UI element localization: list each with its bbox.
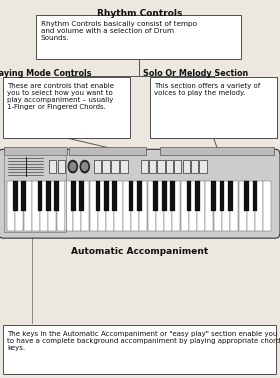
Bar (137, 181, 142, 211)
Bar (141, 160, 148, 173)
Bar (206, 181, 213, 231)
Bar (115, 181, 123, 231)
Bar (239, 181, 247, 231)
Bar (15, 181, 23, 231)
Bar (211, 181, 216, 211)
Circle shape (70, 163, 76, 170)
Bar (148, 181, 156, 231)
Bar (120, 160, 128, 173)
Bar (164, 181, 172, 231)
Bar (102, 160, 110, 173)
Bar (4, 147, 67, 155)
Bar (129, 181, 134, 211)
Bar (255, 181, 263, 231)
Bar (65, 181, 73, 231)
Bar (189, 181, 197, 231)
Bar (166, 160, 173, 173)
Bar (54, 181, 59, 211)
Bar (98, 181, 106, 231)
Bar (186, 181, 191, 211)
Bar (149, 160, 156, 173)
Bar (73, 181, 81, 231)
Circle shape (82, 163, 88, 170)
Bar (112, 181, 117, 211)
Bar (157, 160, 165, 173)
Bar (7, 181, 15, 231)
Bar (38, 181, 43, 211)
Bar (228, 181, 233, 211)
Bar (172, 181, 180, 231)
Bar (58, 160, 65, 173)
FancyBboxPatch shape (36, 15, 241, 59)
Bar (111, 160, 119, 173)
Bar (49, 160, 56, 173)
Bar (156, 181, 164, 231)
Bar (81, 181, 90, 231)
Text: The keys in the Automatic Accompaniment or "easy play" section enable you
to hav: The keys in the Automatic Accompaniment … (7, 331, 280, 351)
FancyBboxPatch shape (150, 77, 277, 138)
FancyBboxPatch shape (0, 149, 280, 238)
Bar (195, 181, 200, 211)
Bar (160, 147, 274, 155)
Bar (247, 181, 255, 231)
FancyBboxPatch shape (3, 77, 130, 138)
Bar (181, 181, 189, 231)
Text: Automatic Accompaniment: Automatic Accompaniment (71, 247, 209, 256)
Bar (95, 181, 100, 211)
Bar (153, 181, 158, 211)
Circle shape (80, 161, 89, 173)
Bar (104, 181, 109, 211)
Bar (263, 181, 271, 231)
Text: This section offers a variety of
voices to play the melody.: This section offers a variety of voices … (154, 83, 260, 96)
Bar (46, 181, 51, 211)
Bar (170, 181, 175, 211)
Bar (191, 160, 198, 173)
Bar (4, 155, 66, 232)
Bar (40, 181, 48, 231)
Bar (139, 181, 147, 231)
Bar (123, 181, 131, 231)
Bar (197, 181, 205, 231)
Bar (79, 181, 84, 211)
Bar (220, 181, 224, 211)
Bar (199, 160, 207, 173)
Bar (174, 160, 181, 173)
FancyBboxPatch shape (3, 325, 276, 374)
Bar (94, 160, 101, 173)
Bar (32, 181, 40, 231)
Bar (244, 181, 249, 211)
Bar (69, 147, 146, 155)
Bar (57, 181, 65, 231)
Text: These are controls that enable
you to select how you want to
play accompaniment : These are controls that enable you to se… (7, 83, 114, 110)
Bar (222, 181, 230, 231)
Text: Rhythm Controls basically consist of tempo
and volume with a selection of Drum
S: Rhythm Controls basically consist of tem… (41, 21, 197, 41)
Bar (90, 181, 98, 231)
Bar (24, 181, 32, 231)
Bar (106, 181, 114, 231)
Bar (131, 181, 139, 231)
Bar (13, 181, 18, 211)
Bar (71, 181, 76, 211)
Text: Solo Or Melody Section: Solo Or Melody Section (143, 69, 249, 78)
Bar (214, 181, 222, 231)
Bar (230, 181, 238, 231)
Bar (253, 181, 258, 211)
Circle shape (68, 161, 77, 173)
Bar (48, 181, 56, 231)
Bar (162, 181, 167, 211)
Bar (183, 160, 190, 173)
Text: Playing Mode Controls: Playing Mode Controls (0, 69, 91, 78)
Text: Rhythm Controls: Rhythm Controls (97, 9, 183, 18)
Bar (21, 181, 26, 211)
